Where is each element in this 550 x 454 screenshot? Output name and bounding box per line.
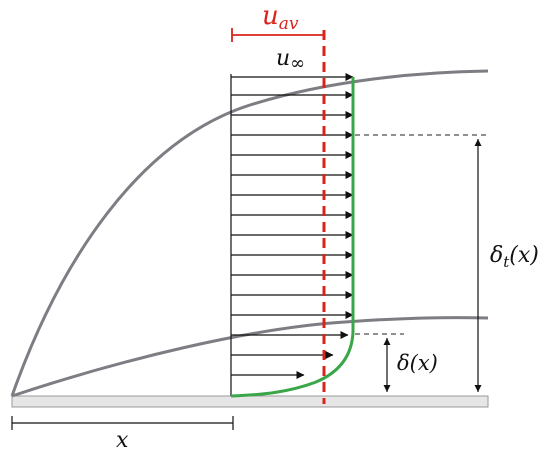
u-infinity-label: u∞ (276, 46, 305, 74)
x-dimension (11, 416, 234, 430)
u-av-label: uav (262, 1, 299, 34)
velocity-boundary-layer-curve (11, 316, 489, 398)
delta-t-label: δt(x) (490, 243, 539, 271)
x-label: x (116, 428, 129, 453)
thermal-boundary-layer-curve (10, 69, 489, 397)
velocity-profile-curve (230, 77, 355, 398)
delta-label: δ(x) (397, 351, 438, 375)
velocity-arrows (231, 73, 354, 379)
flat-plate (11, 395, 489, 408)
u-av-bracket (231, 28, 324, 42)
